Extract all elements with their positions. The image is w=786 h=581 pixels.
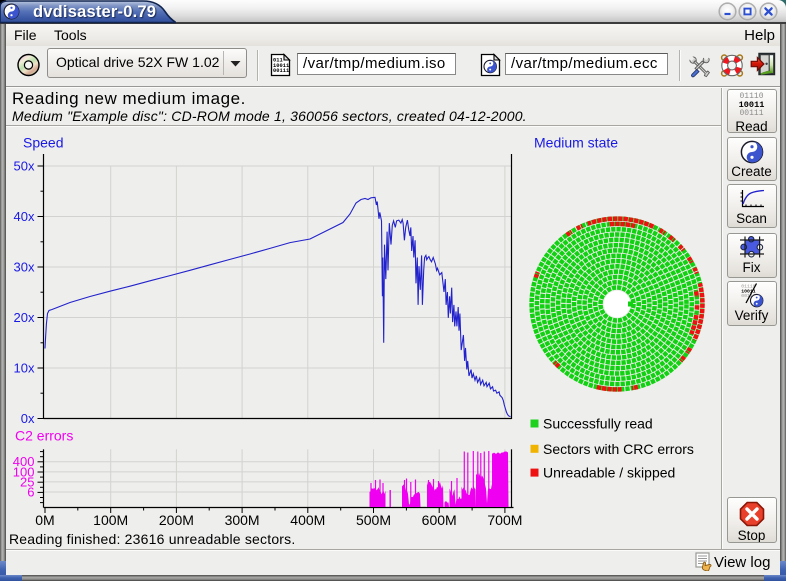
svg-text:011: 011 <box>273 58 283 64</box>
svg-text:700M: 700M <box>487 512 522 528</box>
svg-text:00111: 00111 <box>273 68 289 74</box>
svg-text:500M: 500M <box>356 512 391 528</box>
svg-text:0M: 0M <box>35 512 54 528</box>
svg-text:10011: 10011 <box>741 288 756 294</box>
svg-text:6: 6 <box>27 485 34 500</box>
svg-text:40x: 40x <box>14 209 35 224</box>
svg-text:Medium state: Medium state <box>534 135 618 151</box>
svg-text:20x: 20x <box>14 310 35 325</box>
svg-text:600M: 600M <box>422 512 457 528</box>
svg-text:400: 400 <box>13 454 35 469</box>
svg-text:25: 25 <box>20 474 34 489</box>
svg-text:30x: 30x <box>14 260 35 275</box>
svg-text:10x: 10x <box>14 361 35 376</box>
svg-text:01110: 01110 <box>741 284 756 290</box>
svg-text:Speed: Speed <box>23 135 63 151</box>
svg-text:Unreadable / skipped: Unreadable / skipped <box>543 465 675 481</box>
svg-text:300M: 300M <box>225 512 260 528</box>
svg-text:10011: 10011 <box>273 63 289 69</box>
svg-text:0x: 0x <box>21 411 35 426</box>
svg-text:C2 errors: C2 errors <box>15 428 73 444</box>
svg-text:100: 100 <box>13 464 35 479</box>
svg-text:Successfully read: Successfully read <box>543 416 653 432</box>
svg-text:100M: 100M <box>93 512 128 528</box>
svg-text:50x: 50x <box>14 159 35 174</box>
svg-text:200M: 200M <box>159 512 194 528</box>
svg-text:400M: 400M <box>290 512 325 528</box>
svg-text:Sectors with CRC errors: Sectors with CRC errors <box>543 441 694 457</box>
svg-text:00111: 00111 <box>741 293 756 299</box>
